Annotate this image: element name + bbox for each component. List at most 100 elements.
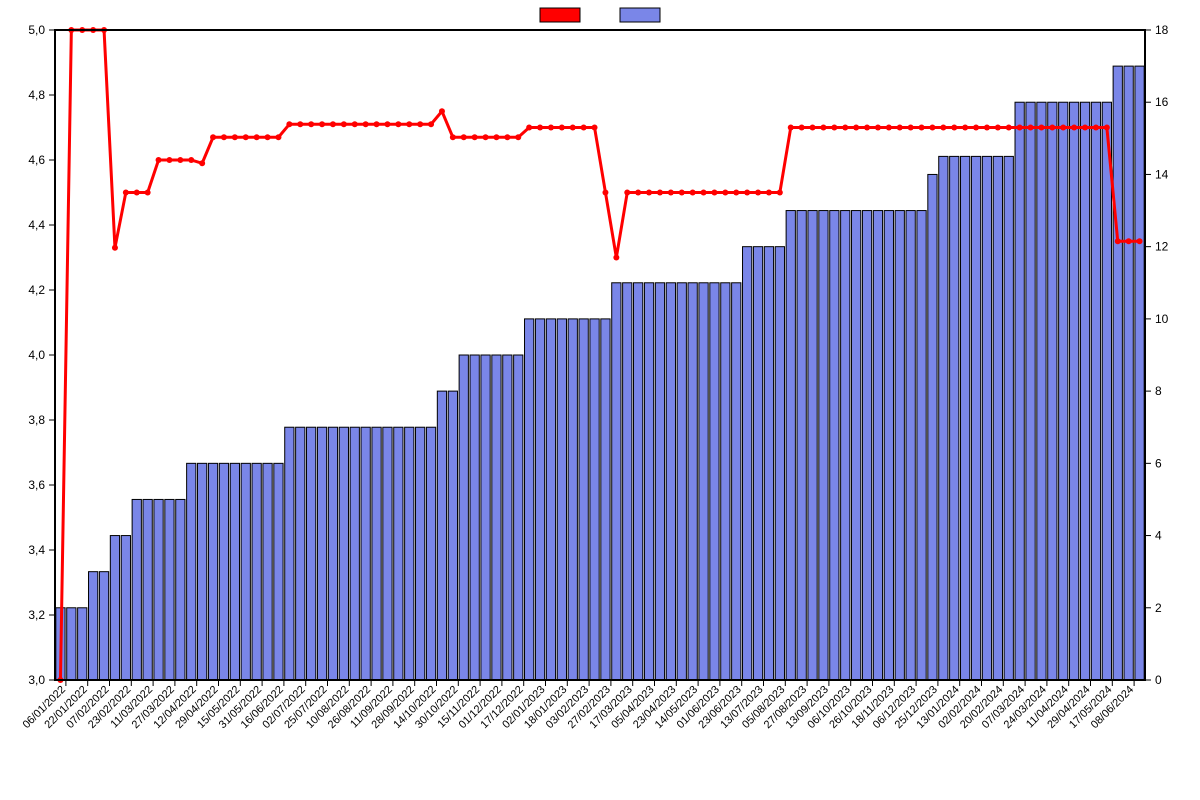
line-marker [439,108,445,114]
bar [1048,102,1057,680]
bar [492,355,501,680]
line-marker [1017,125,1023,131]
line-marker [940,125,946,131]
bar [241,463,250,680]
line-marker [156,157,162,163]
line-marker [1115,238,1121,244]
y-left-tick-label: 4,2 [28,283,45,297]
bar [132,499,141,680]
line-marker [341,121,347,127]
bar [1037,102,1046,680]
bar [732,283,741,680]
bar [67,608,76,680]
bar [721,283,730,680]
y-left-tick-label: 3,8 [28,413,45,427]
bar [568,319,577,680]
line-marker [1006,125,1012,131]
bar [89,572,98,680]
line-marker [483,134,489,140]
line-marker [232,134,238,140]
bar [950,156,959,680]
line-marker [886,125,892,131]
line-marker [711,190,717,196]
line-marker [199,160,205,166]
bar [655,283,664,680]
bar [1113,66,1122,680]
bar [971,156,980,680]
y-right-tick-label: 6 [1155,456,1162,470]
combo-chart: 3,03,23,43,63,84,04,24,44,64,85,00246810… [0,0,1200,800]
y-left-tick-label: 3,6 [28,478,45,492]
line-marker [1126,238,1132,244]
line-marker [352,121,358,127]
bar [808,211,817,680]
bar [852,211,861,680]
line-marker [123,190,129,196]
bar [361,427,370,680]
bar [437,391,446,680]
y-right-tick-label: 14 [1155,167,1169,181]
bar [219,463,228,680]
bar [775,247,784,680]
line-marker [177,157,183,163]
y-left-tick-label: 5,0 [28,23,45,37]
line-marker [646,190,652,196]
bar [1026,102,1035,680]
line-marker [1049,125,1055,131]
y-right-tick-label: 2 [1155,601,1162,615]
bar [350,427,359,680]
bar [317,427,326,680]
bar [939,156,948,680]
bar [263,463,272,680]
bar [1059,102,1068,680]
bar [1004,156,1013,680]
line-marker [766,190,772,196]
bar [143,499,152,680]
line-marker [951,125,957,131]
bar [666,283,675,680]
bar [862,211,871,680]
line-marker [1082,125,1088,131]
bar [230,463,239,680]
line-marker [1071,125,1077,131]
bar [579,319,588,680]
bar [110,536,119,680]
bar [448,391,457,680]
line-marker [210,134,216,140]
line-marker [1104,125,1110,131]
line-marker [1093,125,1099,131]
bar [743,247,752,680]
bar [928,174,937,680]
line-marker [450,134,456,140]
y-left-tick-label: 3,0 [28,673,45,687]
bar [99,572,108,680]
line-marker [472,134,478,140]
line-marker [493,134,499,140]
line-marker [537,125,543,131]
line-marker [275,134,281,140]
bar [906,211,915,680]
bar [819,211,828,680]
line-marker [679,190,685,196]
legend-line-swatch [540,8,580,22]
bar [601,319,610,680]
line-marker [602,190,608,196]
line-marker [810,125,816,131]
bar [1015,102,1024,680]
legend-bar-swatch [620,8,660,22]
bar [372,427,381,680]
line-marker [581,125,587,131]
bar [339,427,348,680]
line-marker [853,125,859,131]
bar [634,283,643,680]
line-marker [254,134,260,140]
line-marker [384,121,390,127]
bar [459,355,468,680]
bar [1091,102,1100,680]
bar [764,247,773,680]
bar [252,463,261,680]
line-marker [635,190,641,196]
bar [187,463,196,680]
line-marker [624,190,630,196]
line-marker [690,190,696,196]
